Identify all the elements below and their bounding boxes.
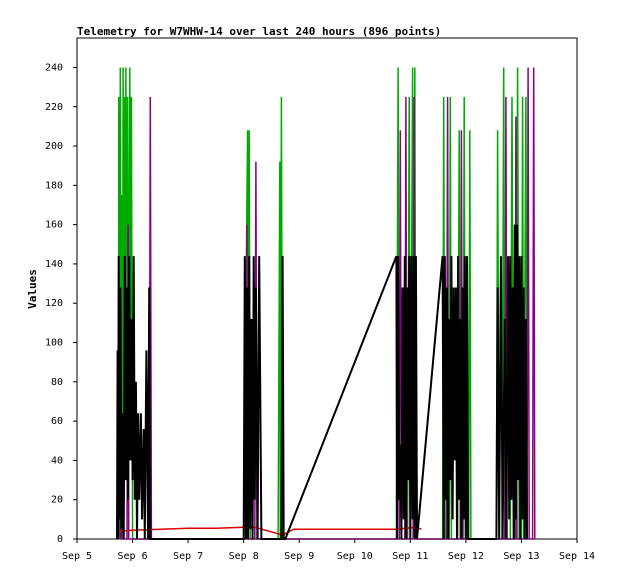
series-line-purple xyxy=(119,67,536,540)
y-tick-label: 140 xyxy=(45,259,63,270)
y-tick-label: 60 xyxy=(51,416,63,427)
y-tick-label: 120 xyxy=(45,298,63,309)
y-tick-label: 200 xyxy=(45,141,63,152)
x-tick-label: Sep 11 xyxy=(392,551,428,562)
y-axis: 0 20 40 60 80 100 120 140 160 180 200 220 240 xyxy=(45,62,77,545)
y-tick-label: 180 xyxy=(45,180,63,191)
x-axis: Sep 5 Sep 6 Sep 7 Sep 8 Sep 9 Sep 10 Sep 11 Sep… xyxy=(62,539,595,562)
y-tick-label: 160 xyxy=(45,220,63,231)
series-layer xyxy=(116,67,536,540)
y-tick-label: 0 xyxy=(57,534,63,545)
x-tick-label: Sep 13 xyxy=(503,551,539,562)
x-tick-label: Sep 10 xyxy=(337,551,373,562)
y-tick-label: 40 xyxy=(51,455,63,466)
x-tick-label: Sep 9 xyxy=(284,551,314,562)
x-tick-label: Sep 14 xyxy=(559,551,595,562)
y-tick-label: 100 xyxy=(45,338,63,349)
y-tick-label: 220 xyxy=(45,102,63,113)
y-tick-label: 240 xyxy=(45,62,63,73)
y-tick-label: 80 xyxy=(51,377,63,388)
y-axis-label: Values xyxy=(26,269,39,309)
y-tick-label: 20 xyxy=(51,495,63,506)
chart-title: Telemetry for W7WHW-14 over last 240 hou… xyxy=(77,25,441,38)
x-tick-label: Sep 12 xyxy=(448,551,484,562)
series-line-red xyxy=(118,526,422,536)
series-line-black xyxy=(116,224,528,540)
x-tick-label: Sep 7 xyxy=(173,551,203,562)
x-tick-label: Sep 6 xyxy=(118,551,148,562)
x-tick-label: Sep 5 xyxy=(62,551,92,562)
x-tick-label: Sep 8 xyxy=(229,551,259,562)
